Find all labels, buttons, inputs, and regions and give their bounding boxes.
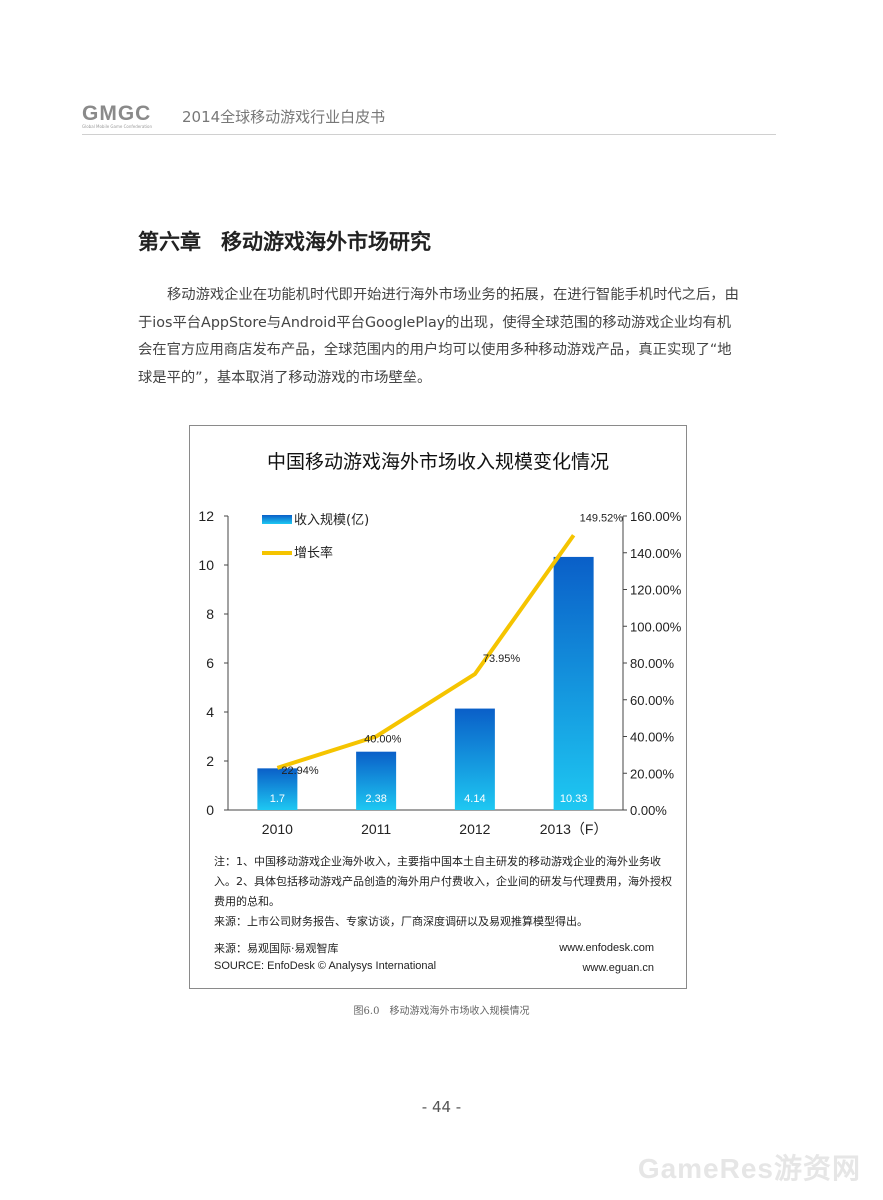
revenue-chart: 中国移动游戏海外市场收入规模变化情况 0246810120.00%20.00%4… [198, 451, 682, 837]
watermark: GameRes游资网 [637, 1153, 861, 1184]
page-header: GMGC Global Mobile Game Confederation 20… [82, 102, 776, 135]
left-tick-label: 0 [206, 802, 214, 818]
left-tick-label: 10 [198, 557, 214, 573]
right-tick-label: 100.00% [630, 619, 682, 634]
legend-line-label: 增长率 [294, 545, 333, 561]
growth-rate-label: 22.94% [281, 765, 319, 777]
bar-value-label: 10.33 [560, 793, 588, 805]
right-tick-label: 120.00% [630, 583, 682, 598]
body-paragraph: 移动游戏企业在功能机时代即开始进行海外市场业务的拓展，在进行智能手机时代之后，由… [138, 287, 739, 386]
right-tick-label: 40.00% [630, 730, 675, 745]
x-tick-label: 2013（F） [540, 821, 608, 837]
right-tick-label: 160.00% [630, 509, 682, 524]
right-tick-label: 140.00% [630, 546, 682, 561]
chart-title: 中国移动游戏海外市场收入规模变化情况 [267, 451, 609, 473]
enfodesk-url[interactable]: www.enfodesk.com [559, 942, 654, 954]
left-tick-label: 12 [198, 508, 214, 524]
bar-value-label: 4.14 [464, 793, 485, 805]
gmgc-logo: GMGC Global Mobile Game Confederation [82, 102, 178, 130]
page-number: - 44 - [421, 1098, 462, 1116]
chapter-heading: 第六章 移动游戏海外市场研究 [138, 226, 431, 256]
source-en: SOURCE: EnfoDesk © Analysys Internationa… [214, 960, 437, 972]
bar-value-label: 2.38 [365, 793, 386, 805]
growth-rate-line [276, 534, 576, 770]
logo-subtext: Global Mobile Game Confederation [82, 124, 153, 129]
x-tick-label: 2010 [262, 821, 293, 837]
logo-text: GMGC [82, 102, 152, 125]
legend-bar-label: 收入规模(亿) [294, 513, 369, 528]
growth-rate-label: 73.95% [483, 653, 521, 665]
revenue-bar [356, 751, 397, 810]
chapter-title: 移动游戏海外市场研究 [221, 230, 431, 254]
note-text: 注：1、中国移动游戏企业海外收入，主要指中国本土自主研发的移动游戏企业的海外业务… [214, 855, 672, 908]
revenue-bar [257, 768, 298, 810]
eguan-url[interactable]: www.eguan.cn [582, 962, 654, 974]
x-tick-label: 2012 [459, 821, 490, 837]
right-tick-label: 60.00% [630, 693, 675, 708]
right-tick-label: 0.00% [630, 803, 667, 818]
header-title: 2014全球移动游戏行业白皮书 [182, 108, 386, 126]
chapter-number: 第六章 [138, 230, 201, 254]
figure-box: 中国移动游戏海外市场收入规模变化情况 0 2 4 6 8 10 12 0.00% 20.00% 4… [189, 425, 687, 989]
revenue-bar [553, 556, 594, 810]
left-tick-label: 8 [206, 606, 214, 622]
left-tick-label: 6 [206, 655, 214, 671]
left-tick-label: 4 [206, 704, 214, 720]
revenue-bar [454, 708, 495, 810]
source-note: 来源：上市公司财务报告、专家访谈，厂商深度调研以及易观推算模型得出。 [214, 915, 588, 928]
bar-value-label: 1.7 [270, 793, 285, 805]
legend-bar-swatch [262, 515, 292, 524]
right-tick-label: 20.00% [630, 766, 675, 781]
growth-rate-label: 149.52% [580, 512, 624, 524]
source-cn: 来源：易观国际·易观智库 [214, 942, 339, 955]
figure-note: 注：1、中国移动游戏企业海外收入，主要指中国本土自主研发的移动游戏企业的海外业务… [214, 852, 674, 932]
right-tick-label: 80.00% [630, 656, 675, 671]
left-tick-label: 2 [206, 753, 214, 769]
growth-rate-label: 40.00% [364, 734, 402, 746]
x-tick-label: 2011 [361, 821, 391, 837]
figure-caption: 图6.0 移动游戏海外市场收入规模情况 [353, 1006, 530, 1017]
